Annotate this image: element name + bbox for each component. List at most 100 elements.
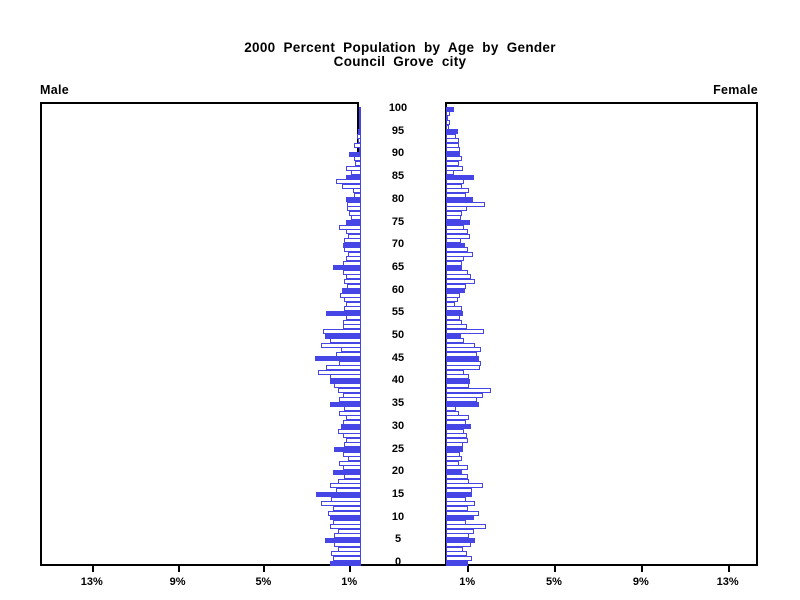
female-bar-age-90 xyxy=(446,151,460,157)
female-bar-age-99 xyxy=(446,111,450,117)
age-tick-label-75: 75 xyxy=(391,215,405,228)
female-bar-age-27 xyxy=(446,437,468,443)
male-bar-age-70 xyxy=(342,242,361,248)
male-bar-age-37 xyxy=(342,392,361,398)
female-bar-age-16 xyxy=(446,487,472,493)
female-plot-area xyxy=(445,102,758,566)
male-bar-age-16 xyxy=(336,487,361,493)
male-bar-age-14 xyxy=(331,496,361,502)
male-bar-age-81 xyxy=(354,192,361,198)
male-bar-age-61 xyxy=(347,283,361,289)
female-axis-tick-5% xyxy=(554,566,556,572)
x-axis-baseline xyxy=(357,564,447,566)
male-bar-age-94 xyxy=(357,133,361,139)
male-bar-age-34 xyxy=(344,406,361,412)
male-bar-age-80 xyxy=(346,197,361,203)
male-bar-age-56 xyxy=(344,306,361,312)
male-axis-tick-5% xyxy=(263,566,266,572)
female-bar-age-65 xyxy=(446,265,462,271)
female-bar-age-14 xyxy=(446,496,466,502)
male-bar-age-93 xyxy=(358,138,361,144)
female-bar-age-49 xyxy=(446,338,465,344)
age-tick-label-25: 25 xyxy=(391,442,405,455)
female-bar-age-53 xyxy=(446,319,462,325)
female-bar-age-37 xyxy=(446,392,483,398)
age-tick-label-90: 90 xyxy=(391,147,405,160)
female-bar-age-68 xyxy=(446,251,474,257)
male-axis-label-9%: 9% xyxy=(169,576,186,588)
female-bar-age-95 xyxy=(446,129,458,135)
female-bar-age-67 xyxy=(446,256,465,262)
female-bar-age-66 xyxy=(446,260,462,266)
female-bar-age-94 xyxy=(446,133,456,139)
male-axis-label-1%: 1% xyxy=(341,576,358,588)
male-panel-header: Male xyxy=(40,83,69,97)
female-bar-age-50 xyxy=(446,333,461,339)
male-bar-age-99 xyxy=(359,111,361,117)
female-bar-age-75 xyxy=(446,220,470,225)
age-tick-label-55: 55 xyxy=(391,306,405,319)
female-bar-age-70 xyxy=(446,242,466,248)
male-bar-age-32 xyxy=(346,415,361,421)
male-bar-age-26 xyxy=(344,442,361,448)
male-bar-age-74 xyxy=(339,224,361,230)
female-bar-age-82 xyxy=(446,188,470,194)
male-bar-age-8 xyxy=(329,524,361,530)
age-tick-label-65: 65 xyxy=(391,260,405,273)
male-bar-age-83 xyxy=(341,183,361,189)
female-axis-label-1%: 1% xyxy=(459,576,476,588)
male-bar-age-30 xyxy=(341,424,361,430)
male-bar-age-60 xyxy=(341,288,361,294)
male-bar-age-48 xyxy=(321,342,361,348)
female-bar-age-9 xyxy=(446,519,466,525)
female-bar-age-97 xyxy=(446,120,450,126)
age-tick-label-40: 40 xyxy=(391,374,405,387)
male-bar-age-12 xyxy=(332,506,361,512)
female-bar-age-25 xyxy=(446,447,464,452)
age-tick-label-85: 85 xyxy=(391,170,405,183)
female-bar-age-69 xyxy=(446,247,469,253)
female-bar-age-61 xyxy=(446,283,466,289)
female-bar-age-38 xyxy=(446,387,492,393)
male-bar-age-2 xyxy=(331,551,361,557)
female-bar-age-64 xyxy=(446,269,469,275)
female-axis-label-13%: 13% xyxy=(716,576,739,588)
male-bar-age-63 xyxy=(346,274,361,280)
male-axis-tick-9% xyxy=(177,566,180,572)
male-bar-age-85 xyxy=(346,174,361,180)
age-tick-label-100: 100 xyxy=(388,102,408,114)
male-bar-age-62 xyxy=(344,279,361,285)
male-bar-age-39 xyxy=(334,383,361,389)
male-bar-age-55 xyxy=(326,310,361,316)
female-bar-age-54 xyxy=(446,315,460,321)
male-bar-age-38 xyxy=(337,387,361,393)
male-bar-age-7 xyxy=(337,528,361,534)
female-bar-age-42 xyxy=(446,369,465,375)
female-bar-age-35 xyxy=(446,401,480,407)
age-tick-label-95: 95 xyxy=(391,124,405,137)
male-bar-age-66 xyxy=(342,260,361,266)
male-bar-age-4 xyxy=(334,542,361,548)
female-bar-age-29 xyxy=(446,428,465,434)
age-tick-label-80: 80 xyxy=(391,192,405,205)
age-tick-label-5: 5 xyxy=(394,533,402,546)
female-bar-age-21 xyxy=(446,465,468,471)
female-bar-age-33 xyxy=(446,410,460,416)
male-bar-age-41 xyxy=(329,374,361,380)
female-bar-age-73 xyxy=(446,229,468,235)
male-bar-age-19 xyxy=(344,474,361,480)
female-bar-age-93 xyxy=(446,138,459,144)
age-tick-label-30: 30 xyxy=(391,419,405,432)
female-bar-age-48 xyxy=(446,342,476,348)
female-bar-age-4 xyxy=(446,542,471,548)
female-bar-age-45 xyxy=(446,356,480,362)
male-bar-age-79 xyxy=(347,201,361,207)
female-bar-age-71 xyxy=(446,238,461,244)
male-bar-age-17 xyxy=(329,483,361,489)
male-bar-age-82 xyxy=(352,188,361,194)
female-bar-age-60 xyxy=(446,288,466,294)
female-bar-age-92 xyxy=(446,142,459,148)
age-tick-label-0: 0 xyxy=(394,556,402,568)
male-bar-age-33 xyxy=(339,410,361,416)
female-bar-age-77 xyxy=(446,210,462,216)
